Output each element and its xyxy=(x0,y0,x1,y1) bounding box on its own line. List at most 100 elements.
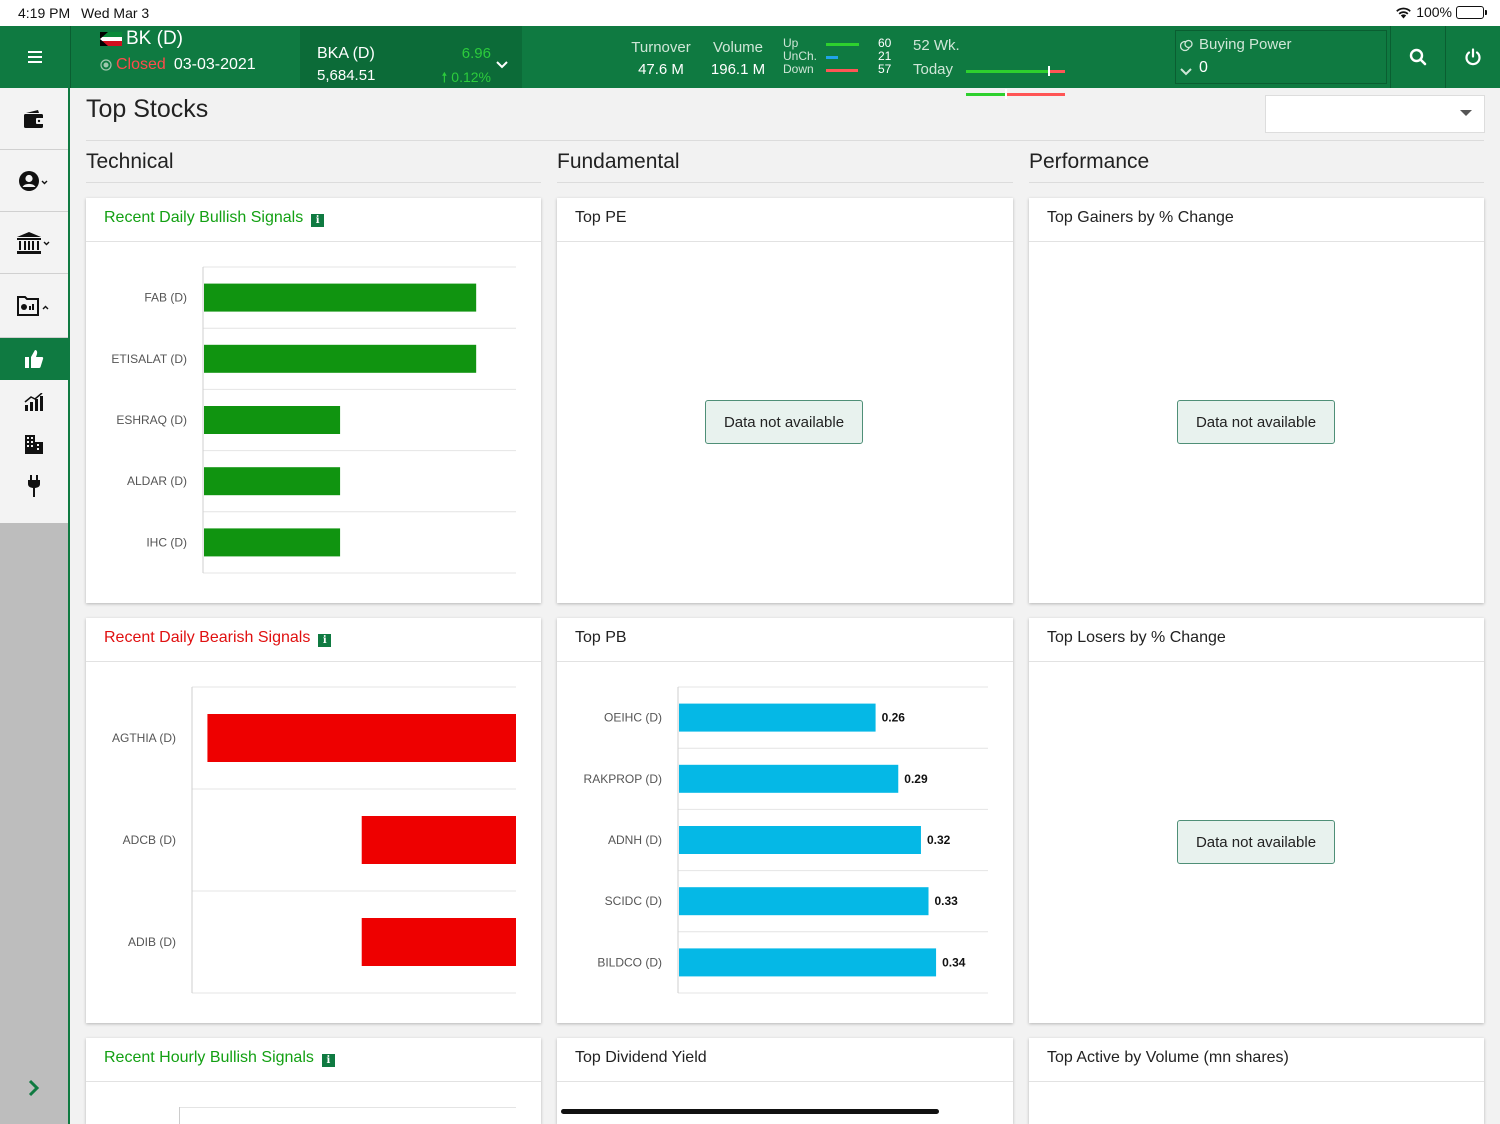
turnover-label: Turnover xyxy=(631,39,691,56)
up-count: 60 xyxy=(878,36,892,50)
exchange-selector[interactable]: BK (D) Closed 03-03-2021 xyxy=(100,28,256,74)
card-header: Top Losers by % Change xyxy=(1029,618,1484,662)
card-top-active: Top Active by Volume (mn shares) xyxy=(1029,1038,1484,1124)
home-indicator xyxy=(561,1109,939,1114)
data-not-available: Data not available xyxy=(1177,400,1335,444)
logout-button[interactable] xyxy=(1446,26,1500,88)
chevron-down-icon xyxy=(1180,63,1192,81)
sidebar-item-connections[interactable] xyxy=(0,466,68,506)
sidebar-expand-button[interactable] xyxy=(20,1074,48,1102)
status-bar: 4:19 PM Wed Mar 3 100% xyxy=(0,0,1500,26)
card-title: Recent Daily Bullish Signals i xyxy=(104,209,325,227)
status-right: 100% xyxy=(1395,4,1487,20)
card-header: Top Gainers by % Change xyxy=(1029,198,1484,242)
menu-button[interactable] xyxy=(0,26,70,88)
card-title: Top Active by Volume (mn shares) xyxy=(1047,1049,1289,1066)
battery-icon xyxy=(1456,5,1487,19)
volume-stat: Volume 196.1 M xyxy=(710,39,766,78)
sidebar-item-top-stocks[interactable] xyxy=(0,338,68,380)
sidebar-item-bank[interactable] xyxy=(0,212,68,274)
card-title: Top Dividend Yield xyxy=(575,1049,707,1066)
chart-category-label: ADCB (D) xyxy=(123,833,176,847)
chart-category-label: ETISALAT (D) xyxy=(111,352,187,366)
unch-count: 21 xyxy=(878,49,892,63)
column-fundamental: Fundamental xyxy=(557,150,680,173)
chart-category-label: ESHRAQ (D) xyxy=(116,413,187,427)
divider xyxy=(1390,26,1391,88)
unch-bar xyxy=(826,56,838,59)
chart-bar[interactable] xyxy=(204,283,477,312)
chart-bar[interactable] xyxy=(204,528,341,557)
chart-bar[interactable] xyxy=(204,406,341,434)
info-icon[interactable]: i xyxy=(318,634,332,647)
chart-value-label: 0.33 xyxy=(935,894,959,908)
chart-bar[interactable] xyxy=(207,714,516,762)
buying-power-selector[interactable]: Buying Power 0 xyxy=(1175,30,1387,84)
wallet-icon xyxy=(24,109,44,128)
chart-bar[interactable] xyxy=(679,887,929,916)
market-status: Closed xyxy=(116,56,166,73)
turnover-value: 47.6 M xyxy=(638,61,684,78)
chart-value-label: 0.34 xyxy=(942,955,966,969)
card-title: Recent Hourly Bullish Signals i xyxy=(104,1049,335,1067)
sidebar-item-wallet[interactable] xyxy=(0,88,68,150)
data-not-available: Data not available xyxy=(1177,820,1335,864)
card-title: Recent Daily Bearish Signals i xyxy=(104,629,332,647)
index-selector[interactable]: BKA (D) 5,684.51 6.96 🠕 0.12% xyxy=(300,26,522,88)
chart-axis xyxy=(179,1107,180,1124)
sidebar-item-portfolio[interactable] xyxy=(0,274,68,338)
market-dropdown[interactable] xyxy=(1265,95,1485,133)
unch-label: UnCh. xyxy=(783,49,818,63)
top-bar: BK (D) Closed 03-03-2021 BKA (D) 5,684.5… xyxy=(0,26,1500,99)
data-not-available: Data not available xyxy=(705,400,863,444)
chart-bar[interactable] xyxy=(361,918,516,966)
chart-category-label: RAKPROP (D) xyxy=(584,772,662,786)
caret-down-icon xyxy=(1460,110,1472,116)
battery-percent: 100% xyxy=(1416,4,1452,20)
chart-category-label: ADNH (D) xyxy=(608,833,662,847)
divider xyxy=(86,140,1484,141)
chart-bar[interactable] xyxy=(679,948,937,977)
range-labels: 52 Wk. Today xyxy=(913,37,960,78)
search-button[interactable] xyxy=(1391,26,1445,88)
chart-bar[interactable] xyxy=(679,826,921,854)
power-icon xyxy=(1465,48,1481,66)
chart-bar[interactable] xyxy=(361,816,516,864)
folder-chart-icon xyxy=(17,295,49,316)
breadth-values: 60 21 57 xyxy=(878,37,891,76)
chart-bar[interactable] xyxy=(679,703,876,732)
market-date: 03-03-2021 xyxy=(173,56,256,73)
info-icon[interactable]: i xyxy=(311,214,325,227)
chart-bar[interactable] xyxy=(679,764,899,793)
down-count: 57 xyxy=(878,62,892,76)
card-title: Top Gainers by % Change xyxy=(1047,209,1234,226)
kuwait-flag-icon xyxy=(100,32,122,46)
chart-bar[interactable] xyxy=(204,344,477,373)
turnover-stat: Turnover 47.6 M xyxy=(631,39,691,78)
sidebar-item-charts[interactable] xyxy=(0,382,68,422)
wifi-icon xyxy=(1396,7,1411,18)
chart-gridline xyxy=(179,1107,516,1108)
index-value: 5,684.51 xyxy=(317,67,376,84)
card-header: Top PE xyxy=(557,198,1013,242)
chart-category-label: AGTHIA (D) xyxy=(112,731,176,745)
card-header: Top Active by Volume (mn shares) xyxy=(1029,1038,1484,1082)
chart-bar[interactable] xyxy=(204,467,341,496)
status-date: Wed Mar 3 xyxy=(81,5,150,21)
card-title-text: Recent Daily Bullish Signals xyxy=(104,209,304,226)
sidebar-item-companies[interactable] xyxy=(0,424,68,464)
card-top-pb: Top PB OEIHC (D) 0.26 RAKPROP (D) 0.29 ADNH … xyxy=(557,618,1013,1023)
info-icon[interactable]: i xyxy=(321,1054,335,1067)
user-icon xyxy=(19,170,48,191)
card-title-text: Recent Hourly Bullish Signals xyxy=(104,1049,314,1066)
pb-chart: OEIHC (D) 0.26 RAKPROP (D) 0.29 ADNH (D) 0.32… xyxy=(584,686,988,994)
chart-category-label: OEIHC (D) xyxy=(604,711,662,725)
status-time: 4:19 PM xyxy=(18,5,71,21)
thumbs-up-icon xyxy=(25,350,44,368)
status-dot-icon xyxy=(100,59,112,71)
card-title: Top PB xyxy=(575,629,627,646)
volume-value: 196.1 M xyxy=(710,61,766,78)
sidebar-item-user[interactable] xyxy=(0,150,68,212)
wk52-label: 52 Wk. xyxy=(913,37,960,54)
bearish-chart: AGTHIA (D) ADCB (D) ADIB (D) xyxy=(112,686,516,994)
